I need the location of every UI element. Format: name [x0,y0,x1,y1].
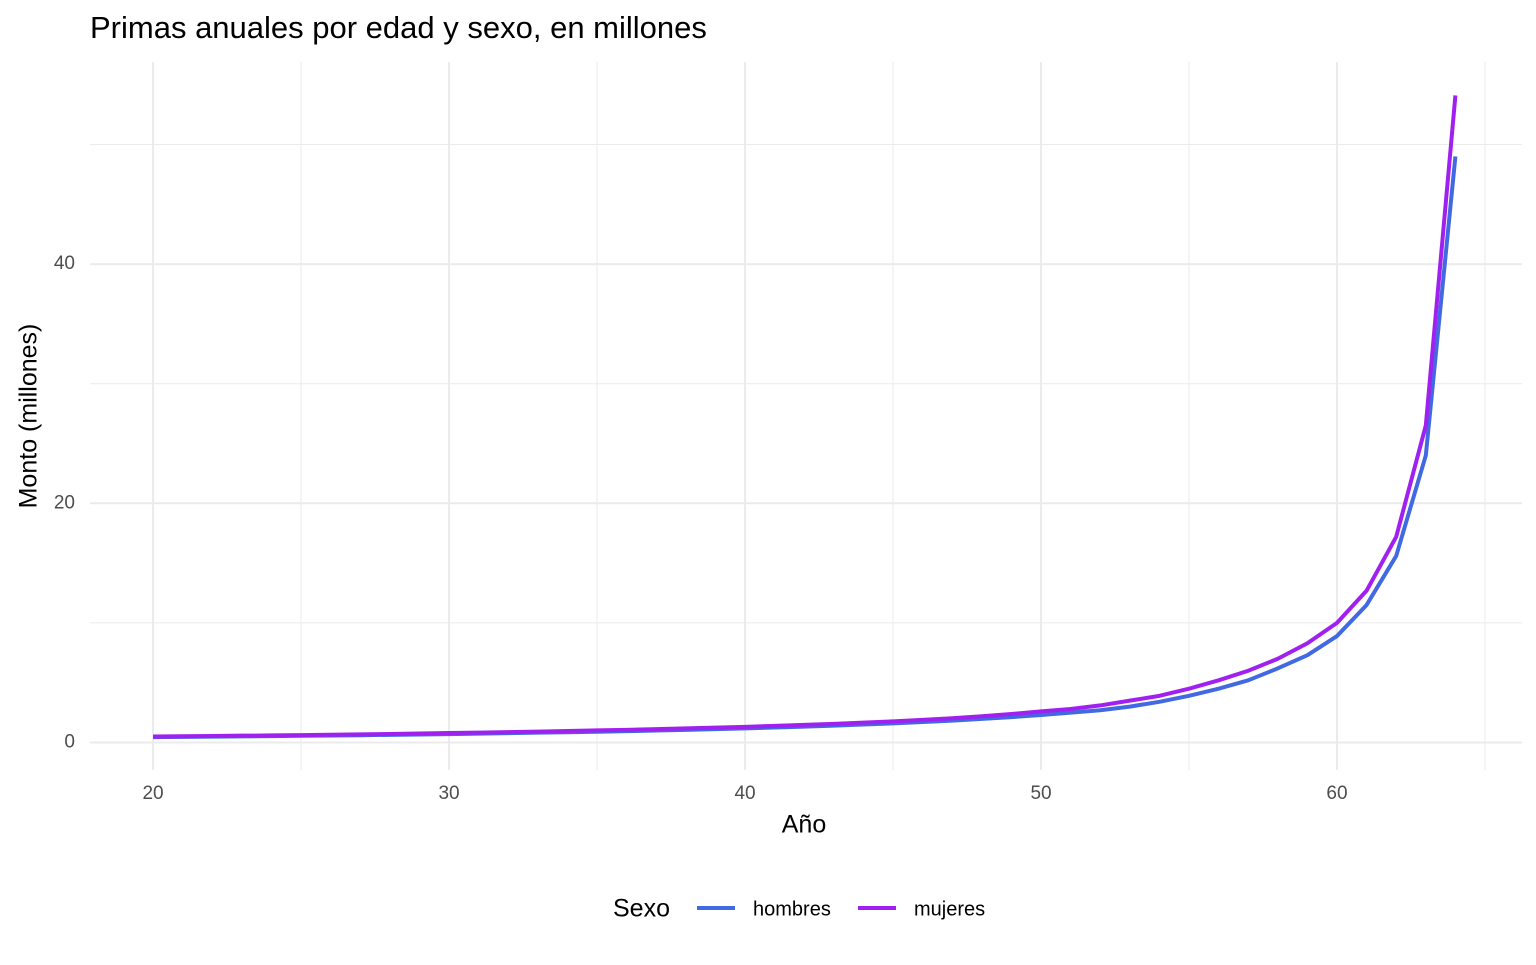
y-axis-title: Monto (millones) [15,324,43,509]
grid [90,62,1522,770]
x-tick-label: 60 [1326,783,1347,804]
chart-title: Primas anuales por edad y sexo, en millo… [90,10,707,45]
plot-area [153,95,1458,740]
legend-title: Sexo [613,895,670,923]
legend: hombres mujeres [697,898,985,920]
y-tick-label: 0 [64,732,75,753]
legend-label: hombres [753,898,831,920]
x-tick-label: 30 [438,783,459,804]
y-tick-label: 20 [54,492,75,513]
x-tick-label: 50 [1030,783,1051,804]
data-line [153,95,1458,739]
data-line [153,156,1458,740]
x-tick-label: 20 [142,783,163,804]
legend-label: mujeres [914,898,985,920]
y-tick-label: 40 [54,253,75,274]
x-tick-label: 40 [734,783,755,804]
x-axis-title: Año [782,811,826,839]
